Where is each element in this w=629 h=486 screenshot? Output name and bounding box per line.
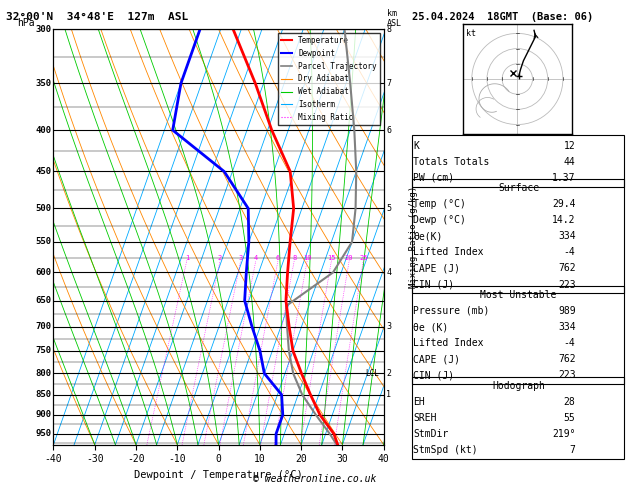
Text: CIN (J): CIN (J): [413, 370, 454, 380]
Text: 8: 8: [386, 25, 391, 34]
Text: StmSpd (kt): StmSpd (kt): [413, 445, 478, 455]
Text: LCL: LCL: [365, 369, 379, 378]
Text: 6: 6: [276, 255, 280, 260]
Text: StmDir: StmDir: [413, 429, 448, 439]
Text: 7: 7: [570, 445, 576, 455]
Text: 400: 400: [35, 126, 52, 135]
Text: Hodograph: Hodograph: [492, 381, 545, 391]
Text: 950: 950: [35, 429, 52, 438]
Text: kt: kt: [465, 29, 476, 38]
Text: CIN (J): CIN (J): [413, 279, 454, 290]
Text: 900: 900: [35, 410, 52, 419]
Text: 10: 10: [303, 255, 311, 260]
Text: Lifted Index: Lifted Index: [413, 338, 484, 348]
Y-axis label: Mixing Ratio (g/kg): Mixing Ratio (g/kg): [409, 186, 418, 288]
Text: 762: 762: [558, 354, 576, 364]
Text: -4: -4: [564, 338, 576, 348]
Text: 5: 5: [386, 204, 391, 213]
Text: 550: 550: [35, 238, 52, 246]
Text: 2: 2: [218, 255, 222, 260]
Text: 15: 15: [327, 255, 336, 260]
Text: hPa: hPa: [17, 18, 35, 28]
Text: 14.2: 14.2: [552, 215, 576, 226]
Text: 25.04.2024  18GMT  (Base: 06): 25.04.2024 18GMT (Base: 06): [412, 12, 593, 22]
Text: 300: 300: [35, 25, 52, 34]
Text: 600: 600: [35, 268, 52, 277]
Text: 700: 700: [35, 322, 52, 331]
Text: CAPE (J): CAPE (J): [413, 263, 460, 274]
Text: θe (K): θe (K): [413, 322, 448, 332]
Text: Temp (°C): Temp (°C): [413, 199, 466, 209]
Text: 650: 650: [35, 296, 52, 305]
Text: SREH: SREH: [413, 413, 437, 423]
Text: 3: 3: [386, 322, 391, 331]
Text: EH: EH: [413, 397, 425, 407]
X-axis label: Dewpoint / Temperature (°C): Dewpoint / Temperature (°C): [134, 470, 303, 480]
Text: Surface: Surface: [498, 183, 539, 193]
Text: 750: 750: [35, 347, 52, 355]
Legend: Temperature, Dewpoint, Parcel Trajectory, Dry Adiabat, Wet Adiabat, Isotherm, Mi: Temperature, Dewpoint, Parcel Trajectory…: [277, 33, 380, 125]
Text: -4: -4: [564, 247, 576, 258]
Text: 44: 44: [564, 157, 576, 167]
Text: 28: 28: [564, 397, 576, 407]
Text: 29.4: 29.4: [552, 199, 576, 209]
Text: km
ASL: km ASL: [387, 9, 402, 28]
Text: Pressure (mb): Pressure (mb): [413, 306, 489, 316]
Text: 850: 850: [35, 390, 52, 399]
Text: 223: 223: [558, 279, 576, 290]
Text: 800: 800: [35, 369, 52, 378]
Text: 25: 25: [359, 255, 367, 260]
Text: 219°: 219°: [552, 429, 576, 439]
Text: 8: 8: [292, 255, 296, 260]
Text: CAPE (J): CAPE (J): [413, 354, 460, 364]
Text: 334: 334: [558, 322, 576, 332]
Text: © weatheronline.co.uk: © weatheronline.co.uk: [253, 473, 376, 484]
Text: 7: 7: [386, 79, 391, 88]
Text: 3: 3: [238, 255, 243, 260]
Text: 989: 989: [558, 306, 576, 316]
Text: 1: 1: [386, 390, 391, 399]
Text: 500: 500: [35, 204, 52, 213]
Text: 20: 20: [345, 255, 353, 260]
Text: 1.37: 1.37: [552, 173, 576, 183]
Text: 762: 762: [558, 263, 576, 274]
Text: 12: 12: [564, 141, 576, 151]
Text: Lifted Index: Lifted Index: [413, 247, 484, 258]
Text: Most Unstable: Most Unstable: [481, 290, 557, 300]
Text: 223: 223: [558, 370, 576, 380]
Text: 2: 2: [386, 369, 391, 378]
Text: 350: 350: [35, 79, 52, 88]
Text: K: K: [413, 141, 419, 151]
Text: Totals Totals: Totals Totals: [413, 157, 489, 167]
Text: 6: 6: [386, 126, 391, 135]
Text: θe(K): θe(K): [413, 231, 443, 242]
Text: 4: 4: [253, 255, 258, 260]
Text: 1: 1: [185, 255, 189, 260]
Text: 334: 334: [558, 231, 576, 242]
Text: Dewp (°C): Dewp (°C): [413, 215, 466, 226]
Text: 450: 450: [35, 167, 52, 176]
Text: PW (cm): PW (cm): [413, 173, 454, 183]
Text: 55: 55: [564, 413, 576, 423]
Text: 32°00'N  34°48'E  127m  ASL: 32°00'N 34°48'E 127m ASL: [6, 12, 189, 22]
Text: 4: 4: [386, 268, 391, 277]
